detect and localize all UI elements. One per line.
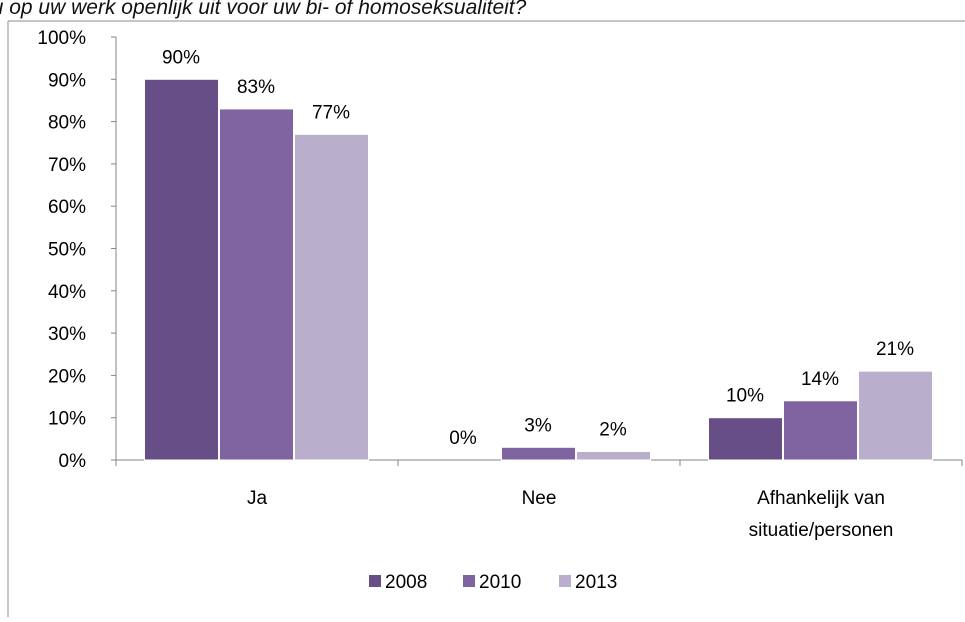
data-label: 10% [726,386,764,407]
bar-2010 [783,400,858,461]
data-label: 0% [449,428,477,449]
data-label: 90% [162,47,200,68]
bar-2008 [144,78,219,461]
data-label: 3% [524,415,552,436]
data-label: 14% [801,369,839,390]
legend-label: 2010 [479,572,521,593]
data-label: 83% [237,77,275,98]
bar-2013 [294,133,369,461]
y-tick-label: 20% [48,366,86,387]
legend-label: 2008 [385,572,427,593]
y-tick-label: 30% [48,324,86,345]
bar-2008 [708,417,783,461]
y-tick-label: 70% [48,155,86,176]
legend-swatch-2008 [369,575,381,587]
y-tick-label: 100% [37,28,86,49]
category-label: Afhankelijk van [757,488,885,509]
data-label: 2% [599,420,627,441]
y-tick-label: 0% [59,451,87,472]
bar-2013 [858,370,933,461]
chart-title: Grafiek 3: Komt u op uw werk openlijk ui… [0,0,527,19]
data-label: 77% [312,102,350,123]
y-tick-label: 90% [48,70,86,91]
legend-label: 2013 [575,572,617,593]
y-tick-label: 40% [48,282,86,303]
category-label: situatie/personen [749,520,894,541]
bar-2010 [219,108,294,461]
y-tick-label: 60% [48,197,86,218]
legend-swatch-2010 [463,575,475,587]
bar-2013 [576,451,651,461]
category-label: Nee [522,488,557,509]
data-label: 21% [876,339,914,360]
y-tick-label: 50% [48,240,86,261]
category-label: Ja [247,488,268,509]
y-tick-label: 80% [48,113,86,134]
legend-swatch-2013 [559,575,571,587]
bar-2010 [501,446,576,461]
y-tick-label: 10% [48,409,86,430]
